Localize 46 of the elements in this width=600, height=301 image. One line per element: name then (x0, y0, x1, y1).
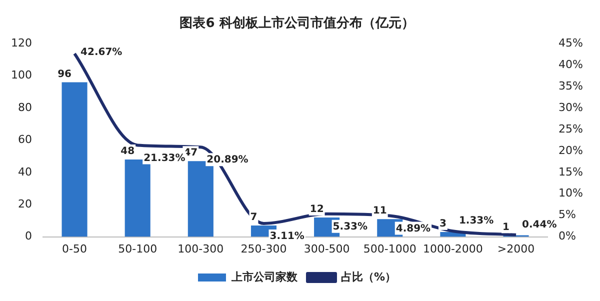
data-label: 12 (310, 204, 324, 216)
y2-tick-label: 20% (558, 144, 584, 157)
data-label: 1.33% (458, 216, 494, 227)
y-tick-label: 120 (10, 36, 32, 50)
legend-label: 上市公司家数 (230, 270, 298, 284)
data-label: 21.33% (144, 152, 186, 164)
bar (124, 160, 150, 237)
y2-tick-label: 35% (558, 79, 584, 92)
data-label: 3 (439, 218, 446, 230)
data-label: 42.67% (80, 47, 122, 58)
chart-title: 图表6 科创板上市公司市值分布（亿元） (180, 15, 414, 32)
x-tick-label: 100-300 (178, 242, 224, 256)
y-tick-label: 0 (24, 230, 32, 243)
data-label: 96 (58, 68, 72, 80)
x-tick-label: >2000 (497, 242, 535, 256)
y2-tick-label: 15% (558, 165, 584, 178)
x-tick-label: 50-100 (118, 242, 158, 256)
x-tick-label: 500-1000 (363, 242, 416, 256)
y-tick-label: 60 (18, 133, 32, 146)
data-label: 1 (502, 222, 510, 233)
data-label: 48 (120, 146, 135, 158)
bar (62, 82, 88, 237)
y-tick-label: 100 (10, 68, 32, 82)
x-tick-label: 1000-2000 (422, 242, 483, 256)
data-label: 4.89% (396, 223, 431, 234)
y-tick-label: 40 (18, 165, 32, 178)
y2-tick-label: 5% (558, 208, 576, 222)
y2-tick-label: 10% (558, 186, 584, 200)
x-tick-label: 300-500 (304, 242, 350, 256)
x-tick-label: 250-300 (240, 242, 287, 256)
x-tick-label: 0-50 (62, 242, 88, 256)
y2-tick-label: 25% (558, 122, 584, 136)
y2-tick-label: 30% (558, 100, 584, 114)
y2-tick-label: 40% (558, 58, 584, 71)
data-label: 7 (250, 212, 258, 224)
legend-label: 占比（%） (340, 270, 396, 284)
y2-tick-label: 45% (558, 36, 584, 50)
y2-tick-label: 0% (558, 230, 576, 243)
data-label: 11 (372, 206, 387, 217)
data-label: 3.11% (270, 231, 304, 242)
bar (188, 161, 214, 237)
data-label: 5.33% (332, 222, 368, 233)
y-tick-label: 80 (18, 100, 32, 114)
data-label: 0.44% (522, 220, 557, 231)
y-tick-label: 20 (18, 197, 32, 210)
data-label: 20.89% (206, 154, 248, 166)
